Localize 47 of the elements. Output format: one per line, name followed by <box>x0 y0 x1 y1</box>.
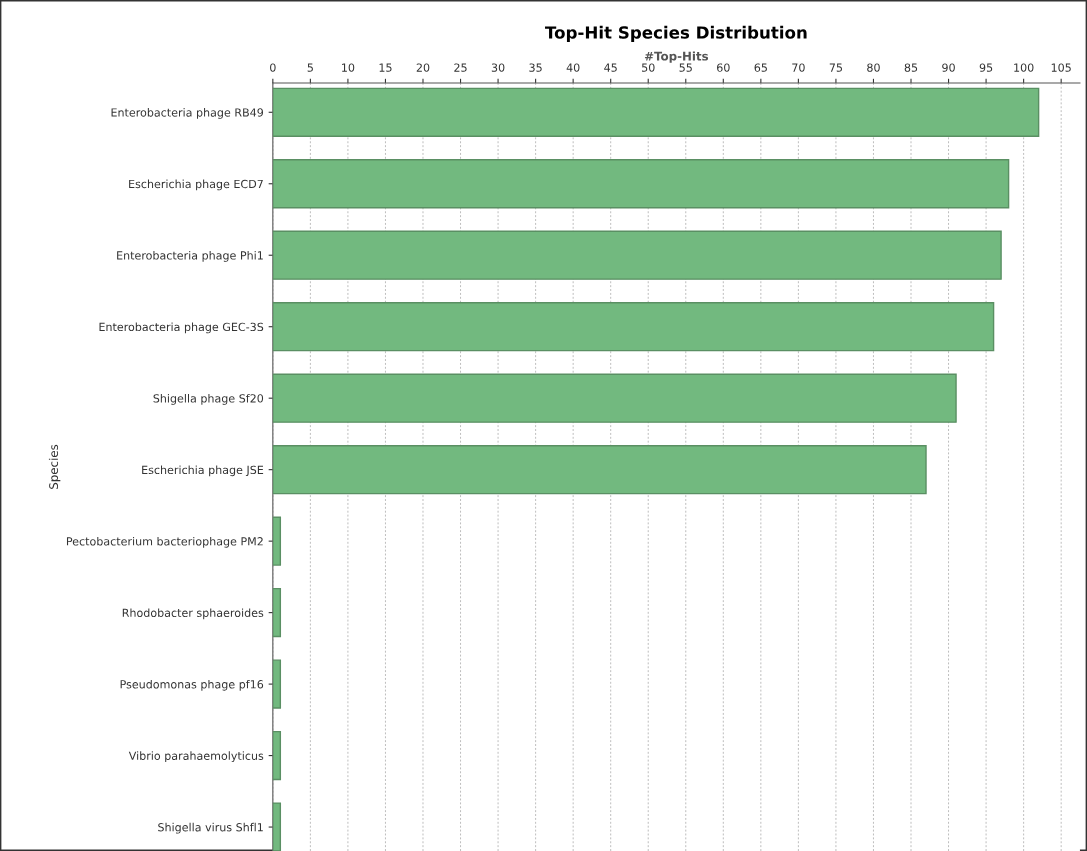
y-tick-label: Enterobacteria phage GEC-3S <box>99 322 264 334</box>
y-axis-title: Species <box>48 444 61 489</box>
bar <box>272 302 995 352</box>
y-tick-label: Escherichia phage JSE <box>142 465 264 477</box>
y-tick-label: Escherichia phage ECD7 <box>129 179 263 191</box>
x-tick-label: 20 <box>416 63 430 72</box>
x-tick-label: 45 <box>604 63 617 72</box>
bar <box>272 445 927 495</box>
y-tick-label: Pseudomonas phage pf16 <box>120 679 264 691</box>
bar <box>272 587 282 638</box>
x-tick-label: 80 <box>867 63 880 72</box>
x-tick-label: 60 <box>717 63 730 72</box>
y-tick-label: Vibrio parahaemolyticus <box>128 751 264 763</box>
x-tick-label: 5 <box>307 63 313 72</box>
x-tick-label: 10 <box>342 63 355 72</box>
x-tick-label: 0 <box>270 63 276 72</box>
x-tick-label: 35 <box>529 63 542 72</box>
y-tick-label: Enterobacteria phage RB49 <box>111 108 264 119</box>
y-tick-label: Rhodobacter sphaeroides <box>122 608 264 620</box>
bar <box>272 87 1040 137</box>
x-tick-label: 30 <box>491 63 505 72</box>
x-tick-label: 100 <box>1014 63 1034 72</box>
y-tick-label: Enterobacteria phage Phi1 <box>117 251 263 262</box>
y-tick-label: Shigella phage Sf20 <box>153 393 264 405</box>
x-tick-label: 15 <box>379 63 392 72</box>
x-axis-title: #Top-Hits <box>644 51 709 63</box>
y-tick-label: Pectobacterium bacteriophage PM2 <box>66 536 263 548</box>
bar <box>272 659 282 709</box>
x-tick-label: 105 <box>1051 63 1071 72</box>
bar <box>272 373 957 423</box>
bar <box>272 730 282 781</box>
bar <box>272 159 1010 209</box>
x-tick-label: 25 <box>454 63 467 72</box>
chart-title: Top-Hit Species Distribution <box>545 25 807 42</box>
y-tick-label: Shigella virus Shfl1 <box>158 822 263 834</box>
x-tick-label: 40 <box>566 63 580 72</box>
x-tick-label: 75 <box>829 63 843 72</box>
x-tick-label: 55 <box>679 63 692 72</box>
bar <box>272 802 282 851</box>
bar <box>272 230 1002 280</box>
x-tick-label: 85 <box>904 63 918 72</box>
x-tick-label: 65 <box>754 63 767 72</box>
x-tick-label: 90 <box>942 63 955 72</box>
x-tick-label: 70 <box>792 63 805 72</box>
bar <box>272 516 282 566</box>
x-tick-label: 50 <box>642 63 655 72</box>
x-tick-label: 95 <box>979 63 993 72</box>
